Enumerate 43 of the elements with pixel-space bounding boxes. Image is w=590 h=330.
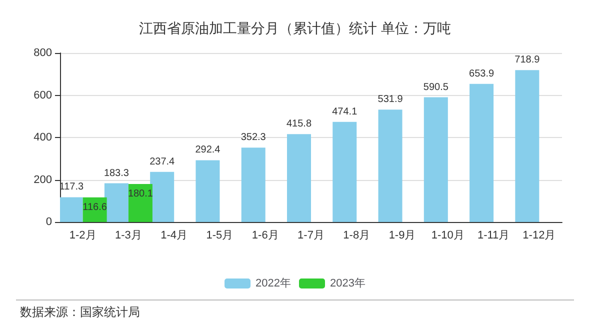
y-tick-label: 0 <box>46 216 52 228</box>
data-label: 352.3 <box>240 132 266 144</box>
legend-label: 2022年 <box>256 278 292 290</box>
x-tick-label: 1-4月 <box>160 230 188 242</box>
bar <box>241 148 266 222</box>
data-label: 237.4 <box>150 156 176 168</box>
bar <box>196 160 220 222</box>
x-tick-label: 1-6月 <box>252 230 279 242</box>
x-tick-label: 1-2月 <box>69 230 96 242</box>
bar <box>332 122 357 222</box>
bar <box>424 97 448 222</box>
data-label: 180.1 <box>128 188 154 200</box>
x-tick-label: 1-10月 <box>431 230 464 242</box>
y-tick-label: 400 <box>34 132 52 144</box>
data-label: 531.9 <box>378 94 404 106</box>
data-label: 415.8 <box>286 118 312 130</box>
y-tick-label: 200 <box>34 174 52 186</box>
data-label: 117.3 <box>59 182 84 193</box>
x-tick-label: 1-8月 <box>343 230 370 242</box>
data-label: 718.9 <box>514 54 540 66</box>
y-tick-label: 600 <box>34 89 52 102</box>
bar <box>60 197 83 222</box>
data-label: 116.6 <box>82 202 108 213</box>
data-label: 292.4 <box>195 144 221 156</box>
data-label: 474.1 <box>332 106 358 118</box>
bar <box>378 110 402 222</box>
x-tick-label: 1-9月 <box>388 230 416 242</box>
source-note: 数据来源：国家统计局 <box>20 305 140 319</box>
bar <box>470 84 494 222</box>
x-tick-label: 1-11月 <box>477 230 510 242</box>
data-label: 590.5 <box>423 82 449 93</box>
chart-title: 江西省原油加工量分月（累计值）统计 单位：万吨 <box>139 20 451 36</box>
y-tick-label: 800 <box>34 47 52 59</box>
bar <box>287 134 311 222</box>
x-tick-label: 1-3月 <box>115 230 142 242</box>
data-label: 653.9 <box>469 68 494 80</box>
x-tick-label: 1-12月 <box>522 230 556 242</box>
data-label: 183.3 <box>104 168 130 179</box>
bar <box>128 184 152 222</box>
legend-label: 2023年 <box>330 278 366 290</box>
bar <box>515 70 540 222</box>
x-tick-label: 1-7月 <box>298 230 324 242</box>
x-tick-label: 1-5月 <box>206 230 234 242</box>
